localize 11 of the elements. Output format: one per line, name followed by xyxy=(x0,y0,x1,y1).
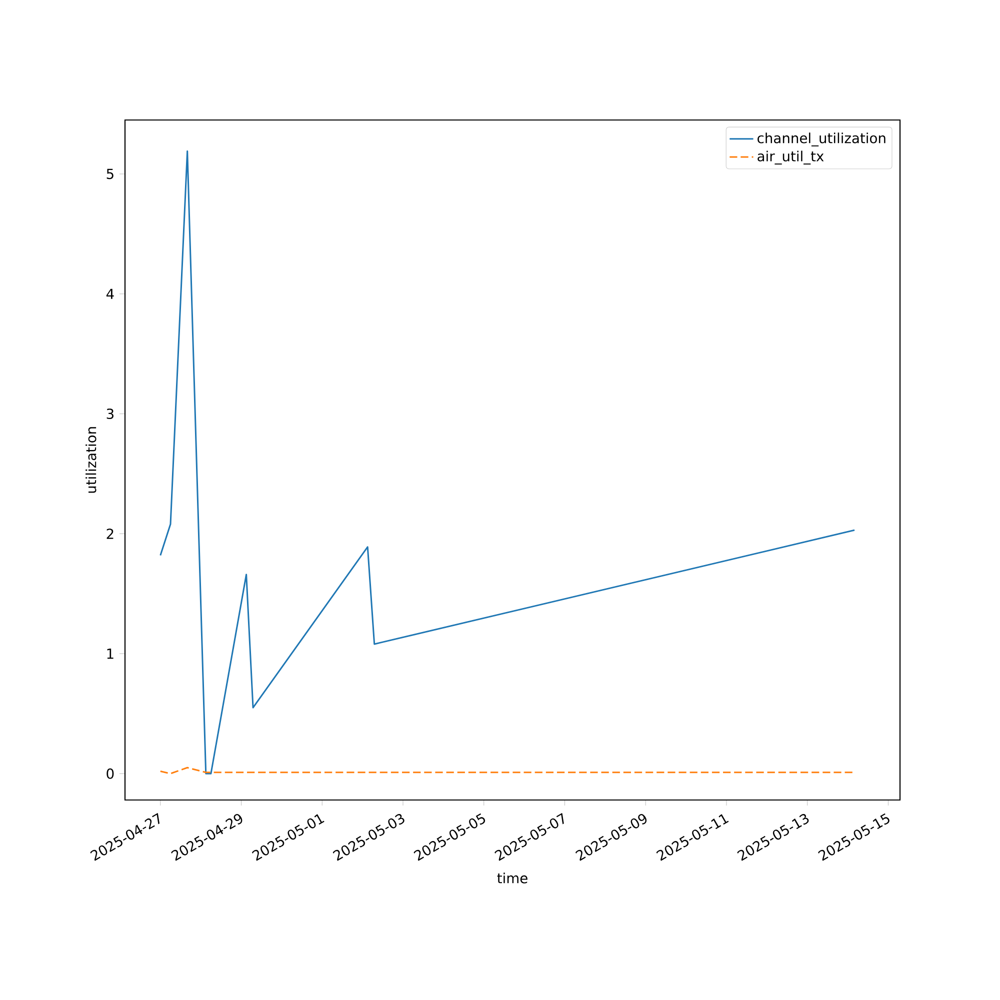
y-tick-label: 3 xyxy=(106,408,114,420)
y-tick-label: 5 xyxy=(106,168,114,180)
legend-label: channel_utilization xyxy=(758,132,886,146)
y-tick-label: 0 xyxy=(106,768,114,779)
y-tick-label: 1 xyxy=(107,648,114,659)
y-tick-label: 4 xyxy=(106,288,114,299)
line-series xyxy=(160,150,856,774)
legend-label: air_util_tx xyxy=(758,150,824,164)
y-tick-label: 2 xyxy=(106,528,114,539)
x-axis-title: time xyxy=(497,872,528,884)
y-axis-title: utilization xyxy=(86,427,96,493)
